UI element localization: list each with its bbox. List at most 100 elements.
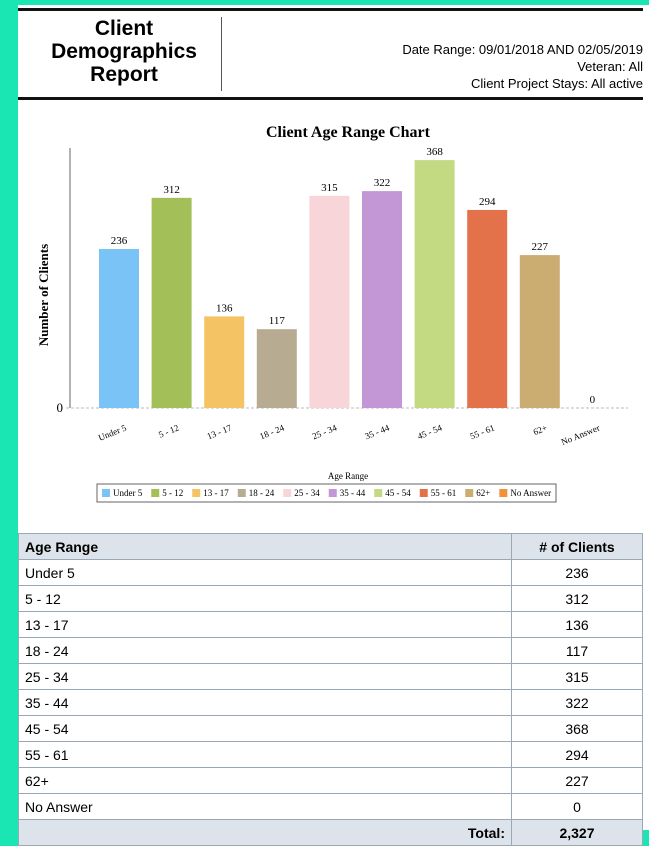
count-cell: 312 — [511, 585, 643, 612]
count-cell: 236 — [511, 559, 643, 586]
bar — [414, 160, 455, 408]
table-row: 13 - 17 136 — [18, 611, 643, 638]
header-cell: Age Range — [18, 533, 512, 560]
count-cell: 227 — [511, 767, 643, 794]
legend-label: 45 - 54 — [385, 488, 411, 498]
legend-swatch — [328, 489, 337, 497]
legend-swatch — [419, 489, 428, 497]
age-range-cell: 55 - 61 — [18, 741, 512, 768]
bar-value-label: 294 — [479, 196, 496, 208]
x-tick-label: 55 - 61 — [469, 423, 496, 442]
total-label: Total: — [18, 819, 512, 846]
legend-label: 35 - 44 — [340, 488, 366, 498]
report-header: Client Demographics Report Date Range: 0… — [18, 8, 643, 100]
bar-value-label: 0 — [590, 394, 596, 406]
legend-label: 62+ — [476, 488, 490, 498]
legend-box — [96, 483, 557, 503]
info-line: Date Range: 09/01/2018 AND 02/05/2019 — [402, 42, 643, 57]
x-tick-label: 5 - 12 — [157, 423, 180, 440]
data-table: Age Range # of Clients Under 5 236 5 - 12 312… — [18, 533, 643, 846]
info-line: Client Project Stays: All active — [471, 76, 643, 91]
report-info: Date Range: 09/01/2018 AND 02/05/2019 Vet… — [402, 41, 643, 92]
count-cell: 322 — [511, 689, 643, 716]
count-cell: 117 — [511, 637, 643, 664]
bar-value-label: 117 — [269, 315, 286, 327]
age-range-cell: 13 - 17 — [18, 611, 512, 638]
bar — [204, 316, 245, 408]
legend-label: 13 - 17 — [203, 488, 229, 498]
table-row: Under 5 236 — [18, 559, 643, 586]
table-row: 35 - 44 322 — [18, 689, 643, 716]
table-row: 45 - 54 368 — [18, 715, 643, 742]
bar — [467, 209, 508, 408]
bar — [256, 329, 297, 408]
divider — [221, 17, 222, 91]
legend-label: 55 - 61 — [431, 488, 457, 498]
bar — [151, 197, 192, 408]
legend-label: 25 - 34 — [294, 488, 320, 498]
table-row: 55 - 61 294 — [18, 741, 643, 768]
x-tick-label: 18 - 24 — [258, 422, 286, 441]
bar-value-label: 368 — [426, 146, 443, 158]
legend-swatch — [102, 489, 110, 497]
x-tick-label: 45 - 54 — [416, 422, 444, 441]
bar — [309, 195, 350, 408]
table-row: 62+ 227 — [18, 767, 643, 794]
bar-value-label: 322 — [374, 177, 391, 189]
y-tick-label: 0 — [57, 400, 64, 415]
count-cell: 368 — [511, 715, 643, 742]
x-axis-label: Age Range — [328, 471, 368, 481]
legend-swatch — [374, 489, 383, 497]
table-row: 5 - 12 312 — [18, 585, 643, 612]
count-cell: 136 — [511, 611, 643, 638]
count-cell: 294 — [511, 741, 643, 768]
header-cell: # of Clients — [511, 533, 643, 560]
table-row: 25 - 34 315 — [18, 663, 643, 690]
legend-swatch — [499, 489, 508, 497]
bar — [362, 191, 402, 408]
age-range-cell: 62+ — [18, 767, 512, 794]
age-range-cell: 5 - 12 — [18, 585, 512, 612]
legend-swatch — [465, 489, 474, 497]
age-range-cell: 18 - 24 — [18, 637, 512, 664]
x-tick-label: 25 - 34 — [311, 422, 339, 441]
age-range-cell: Under 5 — [18, 559, 512, 586]
legend-swatch — [192, 489, 201, 497]
page: Client Demographics Report Date Range: 0… — [18, 5, 649, 846]
bar — [519, 255, 560, 408]
age-range-cell: No Answer — [18, 793, 512, 820]
count-cell: 315 — [511, 663, 643, 690]
info-line: Veteran: All — [577, 59, 643, 74]
bar-value-label: 136 — [216, 302, 233, 314]
x-tick-label: 62+ — [532, 423, 549, 438]
legend-swatch — [283, 489, 292, 497]
table-row: 18 - 24 117 — [18, 637, 643, 664]
x-tick-label: Under 5 — [97, 422, 128, 442]
legend-swatch — [151, 489, 160, 497]
chart: Client Age Range Chart Number of Clients A… — [36, 124, 628, 503]
age-range-cell: 25 - 34 — [18, 663, 512, 690]
y-axis-label: Number of Clients — [36, 244, 51, 346]
legend-label: 5 - 12 — [162, 488, 183, 498]
bar-value-label: 227 — [532, 241, 549, 253]
legend-label: Under 5 — [113, 488, 143, 498]
bar-value-label: 312 — [163, 184, 180, 196]
x-tick-label: 13 - 17 — [206, 422, 234, 441]
report-title: Client Demographics Report — [51, 17, 197, 86]
count-cell: 0 — [511, 793, 643, 820]
age-range-cell: 35 - 44 — [18, 689, 512, 716]
legend-label: 18 - 24 — [249, 488, 275, 498]
bar-value-label: 315 — [321, 182, 338, 194]
legend: Under 5 5 - 12 13 - 17 18 - 24 25 - 34 35 - 4… — [96, 483, 557, 503]
table-row: No Answer 0 — [18, 793, 643, 820]
x-tick-label: 35 - 44 — [363, 422, 391, 441]
x-tick-label: No Answer — [560, 423, 602, 448]
bar-value-label: 236 — [111, 235, 128, 247]
legend-label: No Answer — [510, 488, 551, 498]
total-row: Total: 2,327 — [18, 819, 643, 846]
total-value: 2,327 — [511, 819, 643, 846]
chart-title: Client Age Range Chart — [266, 124, 431, 141]
age-range-cell: 45 - 54 — [18, 715, 512, 742]
table-header-row: Age Range # of Clients — [18, 533, 643, 560]
